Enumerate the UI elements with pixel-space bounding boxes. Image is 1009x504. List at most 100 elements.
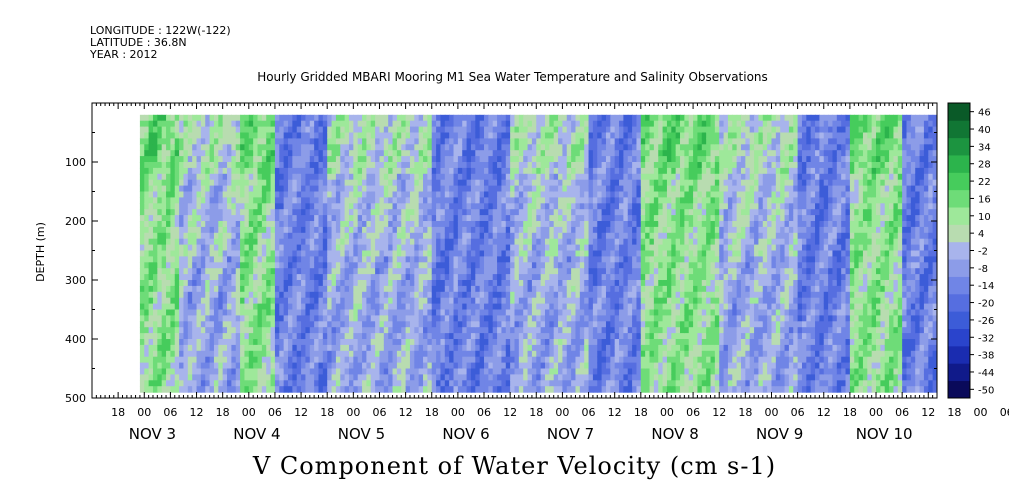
heat-cell	[227, 280, 232, 287]
heat-cell	[161, 386, 167, 393]
heat-cell	[396, 250, 402, 257]
heat-cell	[531, 238, 537, 246]
heat-cell	[157, 126, 163, 134]
heat-cell	[305, 150, 311, 157]
heat-cell	[544, 280, 550, 287]
heat-cell	[449, 126, 455, 134]
heat-cell	[139, 167, 145, 175]
heat-cell	[344, 185, 350, 193]
heat-cell	[231, 285, 237, 293]
heat-cell	[383, 256, 389, 263]
heat-cell	[531, 156, 537, 163]
heat-cell	[196, 197, 202, 204]
heat-cell	[423, 356, 428, 364]
heat-cell	[470, 303, 476, 311]
heat-cell	[396, 138, 402, 145]
heat-cell	[314, 262, 320, 269]
heat-cell	[571, 356, 577, 364]
heat-cell	[409, 297, 415, 305]
heat-cell	[388, 321, 394, 328]
heat-cell	[444, 256, 450, 263]
heat-cell	[348, 156, 354, 163]
heat-cell	[266, 244, 272, 252]
heat-cell	[353, 291, 359, 299]
heat-cell	[484, 339, 489, 346]
heat-cell	[292, 150, 298, 157]
heat-cell	[501, 232, 507, 240]
heat-cell	[248, 374, 254, 381]
heat-cell	[444, 285, 450, 293]
heat-cell	[183, 368, 189, 375]
heat-cell	[257, 244, 263, 252]
heat-cell	[174, 132, 180, 139]
heat-cell	[200, 280, 206, 287]
heat-cell	[475, 144, 481, 151]
heat-cell	[379, 374, 385, 381]
heat-cell	[283, 262, 289, 269]
heat-cell	[505, 362, 511, 370]
heat-cell	[161, 309, 167, 316]
heat-cell	[544, 291, 550, 299]
heat-cell	[296, 238, 302, 246]
heat-cell	[375, 185, 381, 193]
heat-cell	[370, 374, 376, 381]
heat-cell	[301, 274, 307, 281]
heat-cell	[183, 303, 189, 311]
heat-cell	[579, 144, 585, 151]
heat-cell	[414, 309, 420, 316]
heat-cell	[396, 268, 402, 275]
heat-cell	[274, 356, 280, 364]
heat-cell	[488, 197, 494, 204]
heat-cell	[309, 285, 315, 293]
heat-cell	[431, 156, 437, 163]
heat-cell	[318, 215, 324, 222]
heat-cell	[566, 297, 572, 305]
heat-cell	[222, 167, 228, 175]
heat-cell	[588, 309, 594, 316]
heat-cell	[396, 173, 402, 181]
heat-cell	[231, 374, 237, 381]
heat-cell	[588, 232, 594, 240]
heat-cell	[209, 185, 215, 193]
heat-cell	[148, 162, 154, 169]
heat-cell	[314, 380, 320, 387]
heat-cell	[348, 374, 354, 381]
heat-cell	[588, 380, 594, 387]
heat-cell	[148, 179, 154, 187]
heat-cell	[183, 232, 189, 240]
heat-cell	[327, 179, 333, 187]
heat-cell	[562, 203, 568, 210]
heat-cell	[322, 327, 328, 334]
heat-cell	[562, 262, 568, 269]
heat-cell	[196, 368, 202, 375]
heat-cell	[514, 315, 520, 322]
heat-cell	[331, 203, 337, 210]
heat-cell	[383, 120, 389, 128]
heat-cell	[292, 291, 298, 299]
heat-cell	[388, 274, 394, 281]
heat-cell	[479, 280, 485, 287]
heat-cell	[588, 179, 594, 187]
heat-cell	[318, 339, 324, 346]
heat-cell	[205, 114, 211, 122]
heat-cell	[536, 250, 542, 257]
heat-cell	[213, 232, 219, 240]
heat-cell	[379, 386, 385, 393]
heat-cell	[327, 132, 333, 139]
heat-cell	[484, 238, 489, 246]
heat-cell	[344, 173, 350, 181]
heat-cell	[335, 303, 341, 311]
heat-cell	[466, 380, 472, 387]
heat-cell	[536, 356, 542, 364]
heat-cell	[514, 356, 520, 364]
heat-cell	[357, 156, 363, 163]
heat-cell	[453, 120, 459, 128]
heat-cell	[375, 203, 381, 210]
heat-cell	[366, 285, 372, 293]
heat-cell	[549, 374, 555, 381]
heat-cell	[170, 303, 176, 311]
heat-cell	[148, 327, 154, 334]
heat-cell	[457, 150, 463, 157]
heat-cell	[375, 226, 381, 234]
heat-cell	[144, 268, 150, 275]
